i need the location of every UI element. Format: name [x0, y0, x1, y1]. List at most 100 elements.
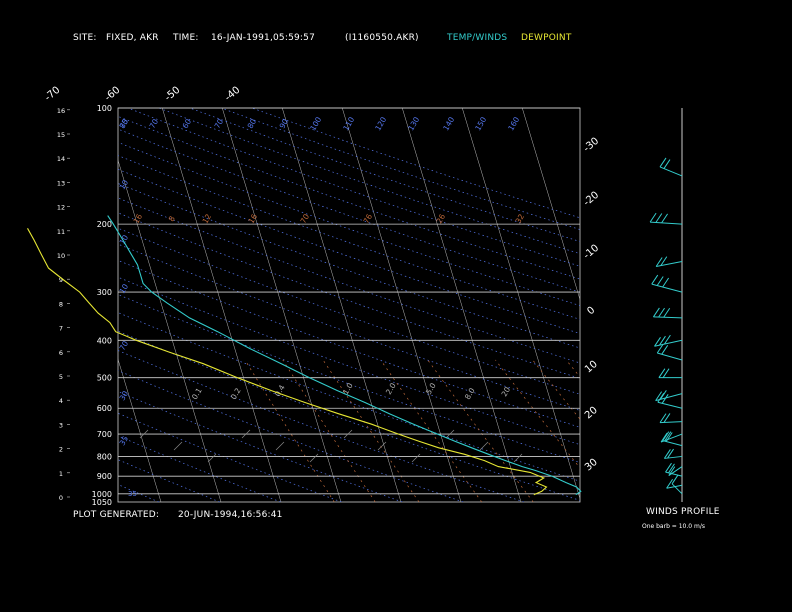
wind-barb-flag [651, 274, 659, 285]
height-tick-label: 16 [57, 107, 65, 115]
dry-adiabat [158, 108, 580, 255]
mixing-ratio-line [427, 359, 534, 502]
theta-label: 76 [362, 212, 375, 225]
isotherm [222, 108, 342, 502]
adiabat-label: 10 [118, 178, 131, 191]
height-tick-label: 5 [59, 373, 63, 381]
right-temp-label: 0 [585, 305, 597, 318]
height-tick-label: 4 [59, 397, 63, 405]
grid-tick [275, 441, 285, 451]
right-temp-label: -10 [582, 243, 602, 262]
theta-label: 16 [247, 212, 260, 225]
top-temp-label: -70 [43, 85, 63, 104]
adiabat-label: 140 [441, 115, 456, 132]
isotherm [402, 108, 522, 502]
height-tick-label: 1 [59, 470, 63, 478]
isotherm [702, 108, 792, 502]
wind-barb-flag [661, 213, 669, 224]
wind-barb-flag [658, 307, 665, 318]
isotherm [522, 108, 580, 301]
temperature-line [107, 215, 582, 496]
winds-profile-title: WINDS PROFILE [646, 507, 720, 517]
adiabat-label: 130 [406, 115, 421, 132]
top-temp-label: -60 [103, 85, 123, 104]
grid-tick [139, 429, 149, 439]
grid-tick [445, 429, 455, 439]
wind-barb-flag [668, 466, 676, 476]
wind-barb-flag [666, 478, 674, 489]
height-tick-label: 15 [57, 131, 65, 139]
isotherm [162, 108, 282, 502]
dry-adiabat [118, 412, 342, 502]
mixing-ratio-line [532, 359, 580, 420]
adiabat-label: 70 [148, 117, 161, 130]
adiabat-label: 35 [128, 490, 137, 498]
grid-tick [343, 429, 353, 439]
wind-barb [650, 221, 683, 225]
wind-barb-flag [662, 277, 670, 288]
wind-barb-flag [663, 449, 671, 459]
plot-generated-label: PLOT GENERATED: [73, 510, 160, 520]
wind-barb-flag [652, 307, 660, 318]
wind-barb [664, 455, 683, 459]
wind-barb [665, 471, 683, 477]
wind-barb-flag [655, 257, 663, 267]
wind-barb [668, 466, 683, 477]
dewpoint-line [27, 228, 548, 496]
time-value: 16-JAN-1991,05:59:57 [211, 33, 316, 43]
wind-barb-flag [657, 392, 665, 403]
height-tick-label: 0 [59, 494, 63, 502]
isotherm [462, 108, 580, 500]
dry-adiabat [118, 141, 580, 306]
wind-barb [659, 166, 683, 177]
top-temp-label: -80 [0, 85, 2, 104]
wind-barb-flag [659, 335, 666, 346]
theta-label: 70 [299, 212, 312, 225]
dry-adiabat [118, 350, 525, 502]
pressure-tick-label: 700 [97, 430, 112, 439]
adiabat-label: 85 [118, 117, 131, 130]
wind-barb-flag [662, 431, 670, 441]
wind-barb-flag [662, 368, 670, 378]
adiabat-label: 70 [118, 117, 131, 130]
isotherm [282, 108, 402, 502]
wind-barb-flag [660, 432, 668, 443]
adiabat-label: 100 [308, 115, 323, 132]
site-label: SITE: [73, 33, 97, 43]
dry-adiabat [118, 391, 403, 502]
pressure-tick-label: 900 [97, 472, 112, 481]
wind-barb-flag [663, 307, 671, 318]
mixing-ratio-line [244, 359, 335, 502]
theta-label: 32 [514, 212, 527, 225]
dry-adiabat [118, 459, 220, 502]
pressure-tick-label: 200 [97, 220, 112, 229]
adiabat-label: 110 [341, 115, 356, 132]
isotherm [0, 108, 101, 502]
height-tick-label: 3 [59, 421, 63, 429]
top-temp-label: -40 [223, 85, 243, 104]
wind-barb-flag [660, 256, 668, 266]
theta-label: 8 [167, 214, 177, 223]
height-tick-label: 6 [59, 349, 63, 357]
wind-barb-flag [656, 276, 664, 286]
wind-barb [662, 440, 683, 447]
wind-barb [660, 433, 683, 443]
dry-adiabat [118, 370, 464, 502]
wind-barb-flag [665, 462, 672, 473]
wind-barb [666, 484, 683, 489]
height-tick-label: 9 [59, 276, 63, 284]
height-tick-label: 14 [57, 155, 65, 163]
isotherm [0, 108, 41, 502]
mixing-ratio-label: 1.0 [341, 381, 355, 396]
wind-barb-flag [659, 157, 667, 168]
wind-barb-flag [656, 343, 664, 354]
adiabat-label: 30 [118, 389, 131, 402]
mixing-ratio-label: 0.2 [229, 386, 243, 401]
mixing-ratio-line [380, 359, 482, 502]
mixing-ratio-line [495, 359, 580, 469]
wind-barb-flag [661, 345, 669, 355]
pressure-tick-label: 1000 [92, 490, 112, 499]
wind-barb [659, 421, 683, 424]
dry-adiabat [118, 435, 281, 502]
isotherm [118, 159, 222, 502]
